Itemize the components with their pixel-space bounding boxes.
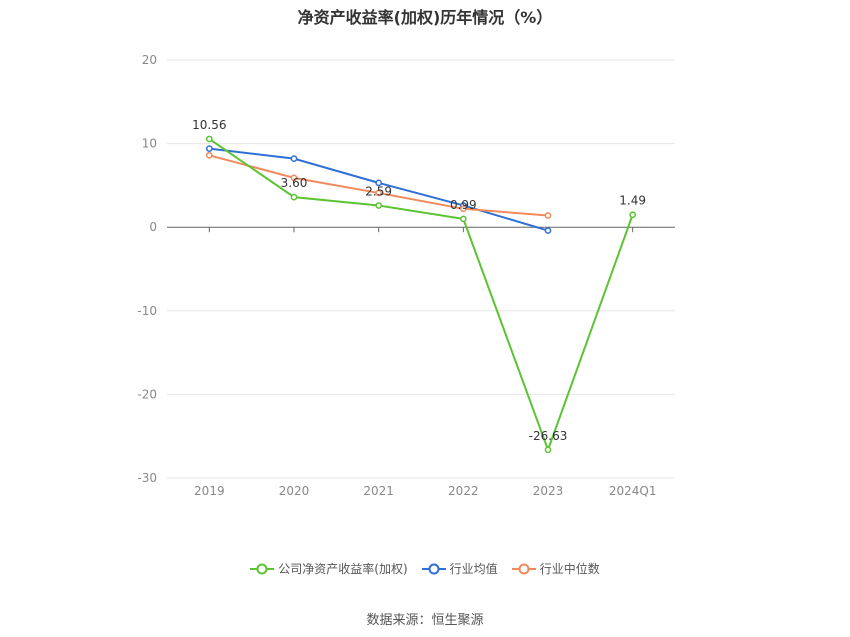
y-tick-label: 0 <box>149 220 157 234</box>
chart-title: 净资产收益率(加权)历年情况（%） <box>297 8 553 27</box>
data-point <box>375 189 383 197</box>
data-label: -26.63 <box>529 429 568 443</box>
legend-label: 公司净资产收益率(加权) <box>278 562 408 576</box>
data-label: 0.99 <box>450 198 477 212</box>
legend-swatch-icon <box>250 563 275 574</box>
legend-label: 行业均值 <box>449 562 498 576</box>
x-tick-label: 2024Q1 <box>609 484 657 498</box>
data-point <box>290 174 298 182</box>
data-point <box>544 212 552 219</box>
data-label: 10.56 <box>192 118 226 132</box>
series-line <box>208 138 634 453</box>
x-tick-label: 2021 <box>363 484 394 498</box>
legend-item[interactable]: 公司净资产收益率(加权) <box>250 560 408 577</box>
data-label: 3.60 <box>281 176 308 190</box>
data-point <box>459 205 467 213</box>
legend: 公司净资产收益率(加权) 行业均值 行业中位数 <box>0 560 850 577</box>
data-point <box>375 202 383 209</box>
data-point <box>290 155 298 162</box>
y-tick-label: 20 <box>142 53 157 67</box>
x-tick-label: 2023 <box>533 484 564 498</box>
legend-swatch-icon <box>511 563 536 574</box>
grid-layer <box>167 59 675 479</box>
x-tick-label: 2019 <box>194 484 225 498</box>
y-tick-label: -30 <box>137 471 157 485</box>
y-tick-label: 10 <box>142 137 157 151</box>
data-label: 1.49 <box>619 194 646 208</box>
legend-item[interactable]: 行业均值 <box>421 560 498 577</box>
x-tick-label: 2020 <box>279 484 310 498</box>
legend-label: 行业中位数 <box>539 562 600 576</box>
legend-swatch-icon <box>421 563 446 574</box>
legend-item[interactable]: 行业中位数 <box>511 560 600 577</box>
data-label-layer: 10.56 3.60 2.59 0.99 -26.63 1.49 <box>192 118 646 443</box>
data-point <box>290 193 298 201</box>
data-point <box>205 145 213 152</box>
data-point <box>205 151 213 159</box>
axis-layer: 20 10 0 -10 -20 -30 2019 2020 2021 2022 2023 2024Q1 <box>137 53 656 498</box>
data-point <box>205 135 213 143</box>
data-point <box>629 211 637 219</box>
data-point <box>459 215 467 223</box>
y-tick-label: -20 <box>137 387 157 401</box>
series-layer <box>205 135 637 454</box>
source-note: 数据来源：恒生聚源 <box>366 613 484 628</box>
y-tick-label: -10 <box>137 304 157 318</box>
data-point <box>544 227 552 234</box>
data-point <box>544 446 552 454</box>
x-tick-label: 2022 <box>448 484 479 498</box>
data-label: 2.59 <box>365 185 392 199</box>
data-point <box>375 179 383 187</box>
